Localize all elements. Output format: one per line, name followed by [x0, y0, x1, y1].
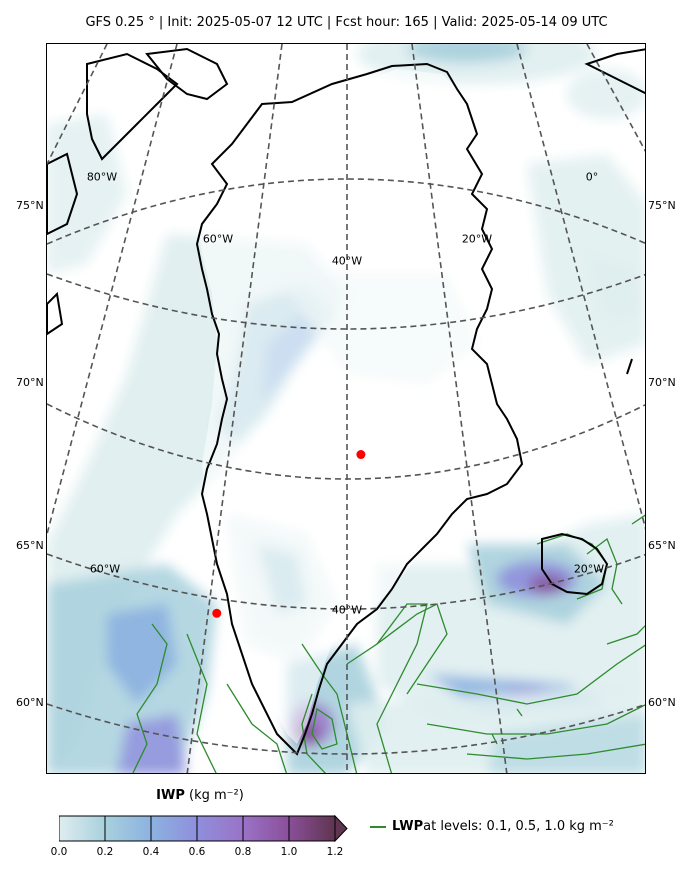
colorbar-tick-label: 0.0: [50, 846, 68, 858]
lwp-legend-variable: LWP: [392, 819, 424, 834]
lat-label-left-65n: 65°N: [16, 539, 44, 552]
lat-label-right-60n: 60°N: [648, 696, 676, 709]
lwp-legend-levels: at levels: 0.1, 0.5, 1.0 kg m⁻²: [423, 819, 614, 834]
lat-label-left-70n: 70°N: [16, 376, 44, 389]
colorbar-tick-label: 1.2: [326, 846, 344, 858]
marker-southwest-greenland: [212, 608, 222, 618]
plot-title: GFS 0.25 ° | Init: 2025-05-07 12 UTC | F…: [85, 15, 608, 30]
colorbar-dividers: [104, 816, 290, 841]
coastlines: [47, 47, 645, 756]
colorbar-title: IWP (kg m⁻²): [110, 788, 290, 803]
colorbar-tick-label: 0.4: [142, 846, 160, 858]
colorbar-tick-label: 1.0: [280, 846, 298, 858]
lon-label-40w-north: 40°W: [331, 254, 363, 268]
lon-label-60w-south: 60°W: [89, 562, 121, 576]
map-canvas: [47, 44, 645, 773]
colorbar-variable: IWP: [156, 788, 185, 803]
graticule: [47, 44, 645, 773]
colorbar-tick-label: 0.6: [188, 846, 206, 858]
colorbar-tick-label: 0.8: [234, 846, 252, 858]
lon-label-80w: 80°W: [86, 170, 118, 184]
colorbar-tick-label: 0.2: [96, 846, 114, 858]
lwp-legend-line: [370, 825, 386, 828]
lon-label-40w-south: 40°W: [331, 603, 363, 617]
lon-label-0: 0°: [585, 170, 599, 184]
map-panel: 80°W 60°W 40°W 20°W 0° 60°W 40°W 20°W: [46, 43, 646, 774]
lwp-contours: [132, 514, 645, 773]
lat-label-right-75n: 75°N: [648, 199, 676, 212]
lon-label-20w-north: 20°W: [461, 232, 493, 246]
colorbar-unit: (kg m⁻²): [189, 788, 244, 803]
iwp-colorbar: [59, 815, 348, 843]
lon-label-20w-south: 20°W: [573, 562, 605, 576]
lon-label-60w-north: 60°W: [202, 232, 234, 246]
lat-label-right-70n: 70°N: [648, 376, 676, 389]
colorbar-extend-arrow: [334, 815, 348, 843]
lat-label-left-75n: 75°N: [16, 199, 44, 212]
lat-label-left-60n: 60°N: [16, 696, 44, 709]
marker-central-greenland: [356, 450, 366, 460]
lwp-legend: LWP at levels: 0.1, 0.5, 1.0 kg m⁻²: [370, 819, 614, 834]
lat-label-right-65n: 65°N: [648, 539, 676, 552]
station-markers: [212, 450, 366, 618]
